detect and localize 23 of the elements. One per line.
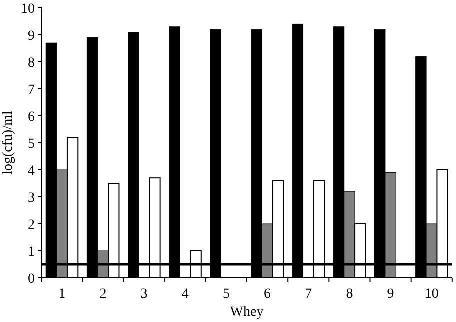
y-axis-title: log(cfu)/ml [1,111,16,175]
y-tick-label: 8 [28,56,35,71]
y-tick-label: 5 [28,136,35,152]
x-tick-label: 2 [100,287,107,302]
x-tick-label: 9 [387,287,394,302]
x-tick-label: 6 [264,287,272,302]
x-tick-label: 4 [182,287,189,302]
y-tick-label: 3 [28,190,35,206]
y-tick-label: 10 [21,2,35,17]
x-tick-label: 1 [58,287,66,302]
x-axis-title: Whey [230,305,264,320]
y-tick-label: 4 [28,164,35,179]
x-tick-label: 7 [305,287,312,302]
x-tick-label: 3 [140,287,148,302]
y-tick-label: 1 [28,244,35,260]
x-tick-label: 5 [222,287,230,302]
y-tick-label: 0 [28,272,35,287]
y-tick-label: 2 [28,218,35,233]
x-tick-label: 10 [424,287,439,302]
y-tick-label: 9 [28,28,35,44]
x-tick-label: 8 [346,287,354,302]
y-tick-label: 7 [28,82,35,98]
y-tick-label: 6 [28,110,35,125]
